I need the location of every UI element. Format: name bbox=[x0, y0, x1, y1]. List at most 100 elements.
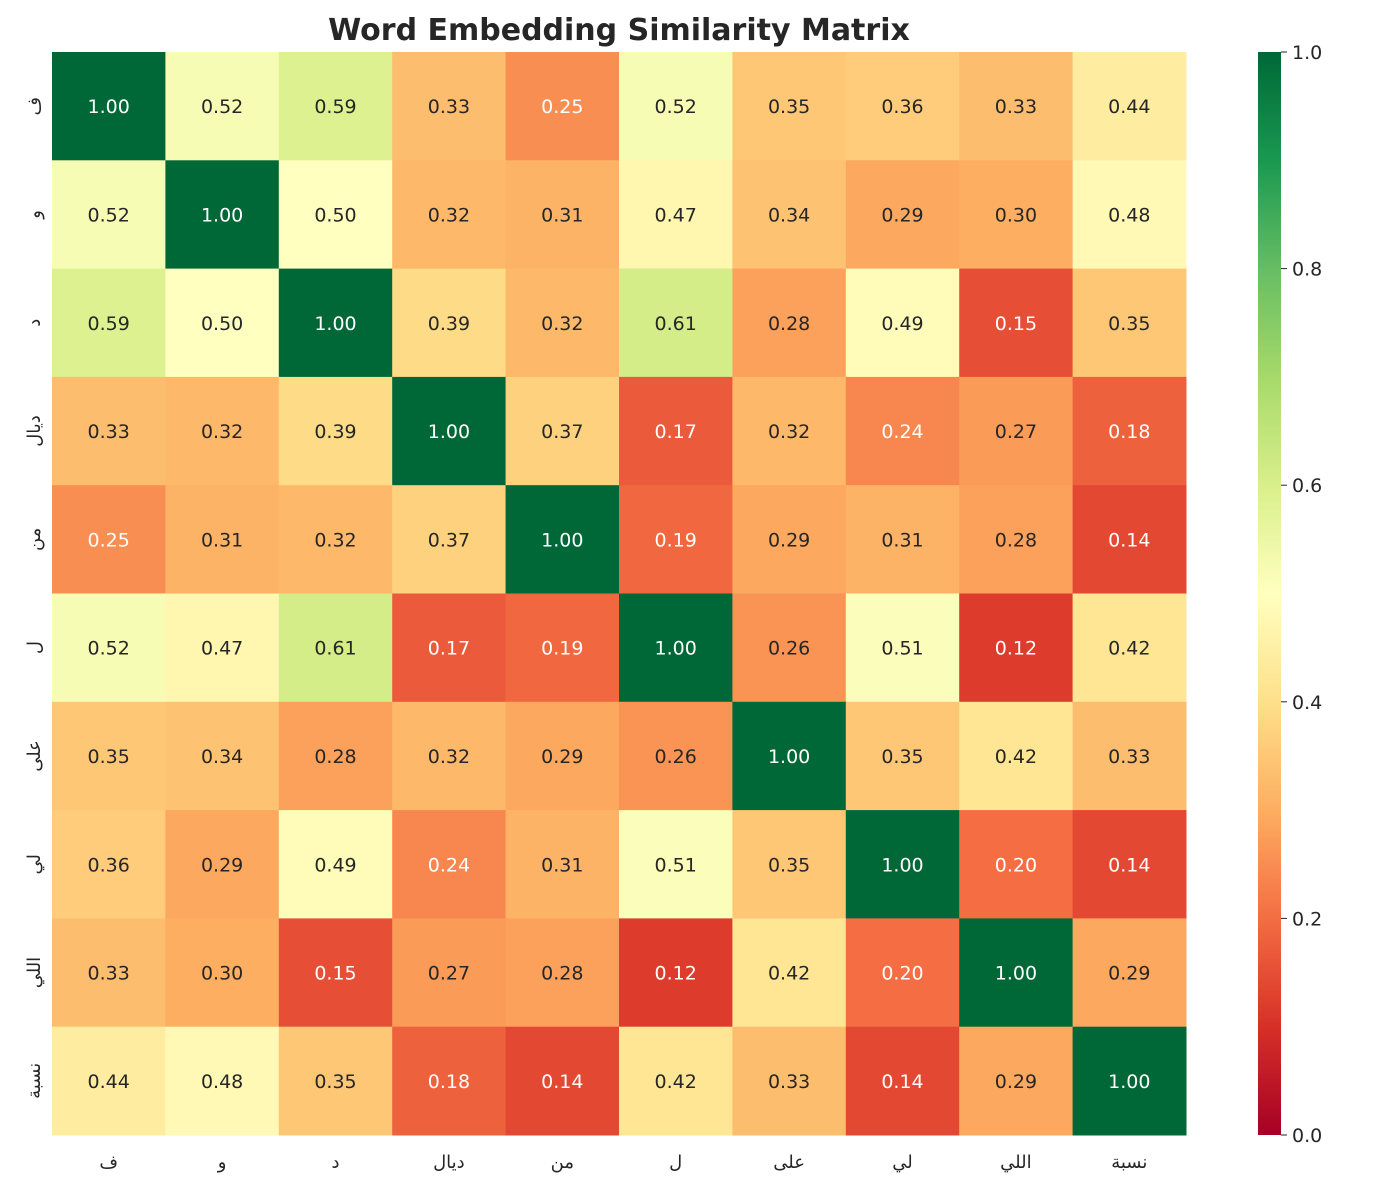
heatmap-cell bbox=[52, 52, 166, 161]
heatmap-cell bbox=[52, 1026, 166, 1136]
heatmap-cell bbox=[619, 268, 733, 378]
cell-value-label: 0.30 bbox=[201, 963, 243, 985]
cell-value-label: 0.33 bbox=[768, 1071, 810, 1093]
cell-value-label: 0.15 bbox=[314, 963, 356, 985]
y-tick-label: نسبة bbox=[24, 1063, 45, 1099]
heatmap-cell bbox=[392, 485, 507, 594]
cell-value-label: 0.42 bbox=[768, 963, 810, 985]
heatmap-cell bbox=[165, 376, 280, 486]
cell-value-label: 0.28 bbox=[768, 313, 810, 335]
cell-value-label: 0.20 bbox=[995, 854, 1037, 876]
heatmap-cell bbox=[1072, 376, 1187, 486]
cell-value-label: 1.00 bbox=[768, 746, 810, 768]
x-tick-label: اللي bbox=[1000, 1152, 1031, 1173]
heatmap-cell bbox=[392, 918, 507, 1028]
heatmap-cell bbox=[1072, 160, 1187, 270]
heatmap-cell bbox=[52, 593, 166, 703]
cell-value-label: 0.36 bbox=[881, 96, 923, 118]
heatmap-cell bbox=[732, 376, 847, 486]
heatmap-cell bbox=[1072, 593, 1187, 703]
cell-value-label: 0.32 bbox=[541, 313, 583, 335]
y-tick-label: على bbox=[24, 740, 45, 772]
cell-value-label: 0.48 bbox=[1108, 204, 1150, 226]
heatmap-cell bbox=[165, 485, 280, 594]
cell-value-label: 0.31 bbox=[541, 204, 583, 226]
cell-value-label: 0.35 bbox=[881, 746, 923, 768]
x-tick-label: د bbox=[331, 1152, 339, 1173]
cell-value-label: 0.25 bbox=[88, 529, 130, 551]
cell-value-label: 0.47 bbox=[201, 638, 243, 660]
heatmap-cell bbox=[619, 1026, 733, 1136]
cell-value-label: 0.51 bbox=[655, 854, 697, 876]
cell-value-label: 0.33 bbox=[88, 963, 130, 985]
heatmap-cell bbox=[959, 485, 1074, 594]
cell-value-label: 0.32 bbox=[201, 421, 243, 443]
cell-value-label: 0.50 bbox=[201, 313, 243, 335]
cell-value-label: 0.32 bbox=[314, 529, 356, 551]
heatmap-cell bbox=[845, 918, 960, 1028]
heatmap-cell bbox=[959, 701, 1074, 811]
heatmap-cell bbox=[278, 485, 393, 594]
heatmap-cell bbox=[52, 918, 166, 1028]
cell-value-label: 0.33 bbox=[1108, 746, 1150, 768]
heatmap-cell bbox=[505, 1026, 620, 1136]
cell-value-label: 0.14 bbox=[881, 1071, 923, 1093]
x-tick-label: و bbox=[217, 1152, 227, 1173]
heatmap-cell bbox=[505, 52, 620, 161]
cell-value-label: 0.34 bbox=[768, 204, 810, 226]
heatmap-cell bbox=[732, 485, 847, 594]
x-tick-label: ديال bbox=[433, 1152, 465, 1173]
cell-value-label: 0.29 bbox=[1108, 963, 1150, 985]
heatmap-cell bbox=[278, 810, 393, 919]
cell-value-label: 0.26 bbox=[768, 638, 810, 660]
x-tick-label: ف bbox=[99, 1152, 118, 1173]
cell-value-label: 0.42 bbox=[1108, 638, 1150, 660]
cell-value-label: 0.24 bbox=[881, 421, 923, 443]
heatmap-cell bbox=[278, 593, 393, 703]
cell-value-label: 1.00 bbox=[201, 204, 243, 226]
cell-value-label: 0.18 bbox=[428, 1071, 470, 1093]
cell-value-label: 0.20 bbox=[881, 963, 923, 985]
heatmap-cell bbox=[732, 918, 847, 1028]
cell-value-label: 1.00 bbox=[428, 421, 470, 443]
heatmap-cell bbox=[52, 268, 166, 378]
heatmap-cell bbox=[845, 160, 960, 270]
cell-value-label: 0.59 bbox=[314, 96, 356, 118]
heatmap-cell bbox=[278, 160, 393, 270]
heatmap-cell bbox=[278, 52, 393, 161]
heatmap-cell bbox=[845, 701, 960, 811]
x-tick-label: من bbox=[551, 1152, 574, 1173]
cell-value-label: 0.18 bbox=[1108, 421, 1150, 443]
cell-value-label: 0.49 bbox=[314, 854, 356, 876]
heatmap-cell bbox=[732, 701, 847, 811]
heatmap-cell bbox=[392, 376, 507, 486]
cell-value-label: 1.00 bbox=[541, 529, 583, 551]
heatmap-cell bbox=[505, 593, 620, 703]
y-tick-label: ف bbox=[24, 97, 45, 116]
heatmap-cell bbox=[392, 160, 507, 270]
heatmap-cell bbox=[845, 1026, 960, 1136]
heatmap-cell bbox=[845, 485, 960, 594]
colorbar-tick-label: 0.2 bbox=[1292, 908, 1322, 930]
cell-value-label: 0.31 bbox=[541, 854, 583, 876]
heatmap-cell bbox=[959, 160, 1074, 270]
colorbar-tick-label: 0.6 bbox=[1292, 475, 1322, 497]
cell-value-label: 0.37 bbox=[541, 421, 583, 443]
heatmap-cell bbox=[619, 376, 733, 486]
heatmap-cell bbox=[165, 1026, 280, 1136]
cell-value-label: 0.35 bbox=[1108, 313, 1150, 335]
cell-value-label: 1.00 bbox=[88, 96, 130, 118]
cell-value-label: 0.26 bbox=[655, 746, 697, 768]
cell-value-label: 0.42 bbox=[655, 1071, 697, 1093]
cell-value-label: 0.28 bbox=[314, 746, 356, 768]
cell-value-label: 0.15 bbox=[995, 313, 1037, 335]
cell-value-label: 0.19 bbox=[541, 638, 583, 660]
cell-value-label: 0.47 bbox=[655, 204, 697, 226]
heatmap-cell bbox=[52, 810, 166, 919]
heatmap-cell bbox=[732, 810, 847, 919]
heatmap-cell bbox=[732, 52, 847, 161]
heatmap-cell bbox=[959, 918, 1074, 1028]
heatmap-cell bbox=[278, 701, 393, 811]
x-tick-label: ل bbox=[669, 1152, 682, 1173]
